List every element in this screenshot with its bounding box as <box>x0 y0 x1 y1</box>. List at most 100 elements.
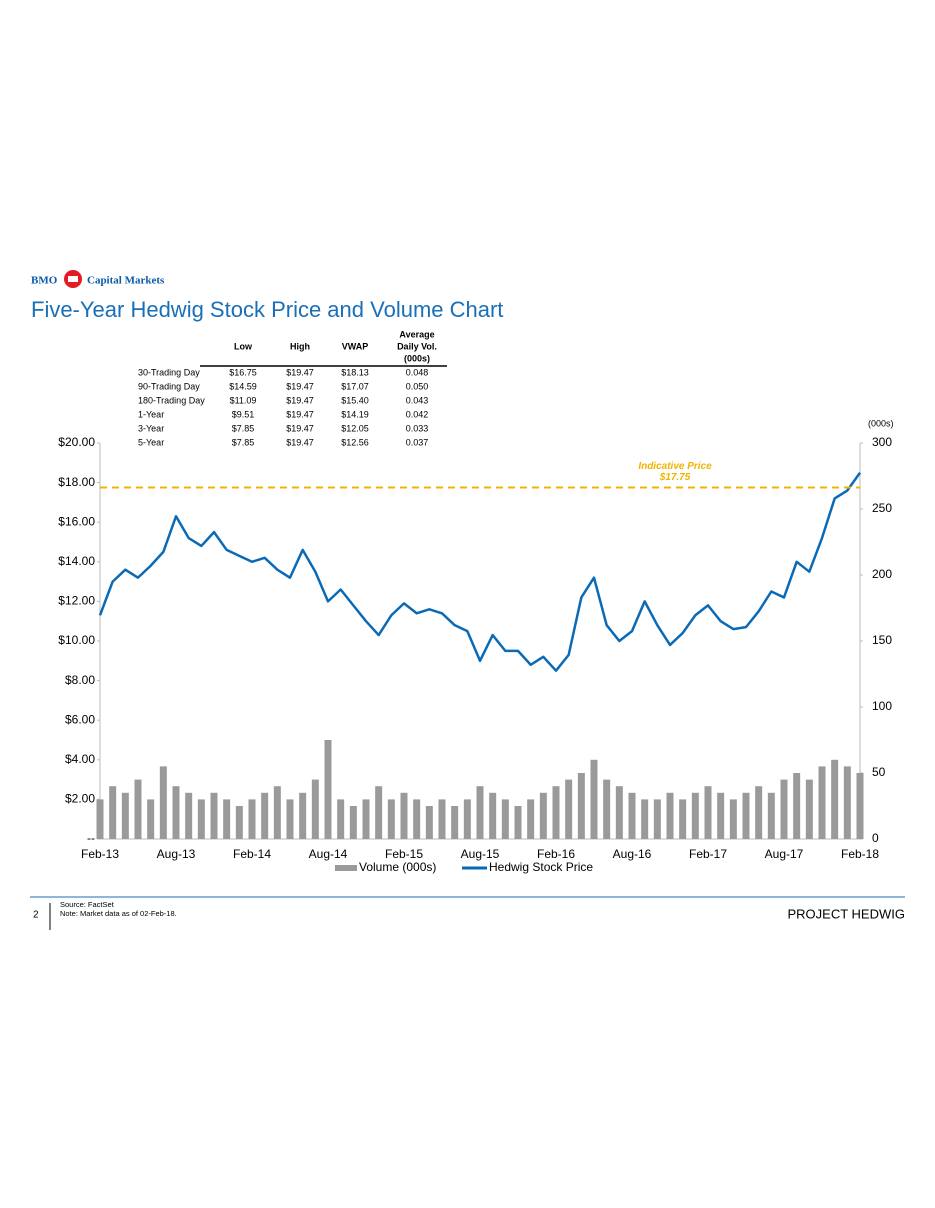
reference-value: $17.75 <box>659 472 691 483</box>
volume-bar <box>185 792 193 839</box>
volume-bar <box>552 786 560 839</box>
cell: $19.47 <box>286 367 314 377</box>
y-tick-label: $18.00 <box>58 475 95 489</box>
y2-tick-label: 0 <box>872 831 879 845</box>
volume-bar <box>679 799 687 839</box>
cell: $19.47 <box>286 409 314 419</box>
volume-bar <box>223 799 231 839</box>
volume-bar <box>577 773 585 839</box>
column-header: Average <box>399 329 434 339</box>
cell: $11.09 <box>230 395 257 405</box>
volume-bar <box>856 773 864 839</box>
x-tick-label: Aug-16 <box>613 847 652 861</box>
x-tick-label: Feb-13 <box>81 847 119 861</box>
volume-bar <box>210 792 218 839</box>
row-label: 1-Year <box>138 409 164 419</box>
volume-bar <box>615 786 623 839</box>
volume-bar <box>261 792 269 839</box>
volume-bar <box>831 759 839 839</box>
column-header: High <box>290 341 310 351</box>
volume-bar <box>539 792 547 839</box>
volume-bar <box>362 799 370 839</box>
y-tick-label: $20.00 <box>58 435 95 449</box>
volume-bar <box>375 786 383 839</box>
cell: $12.05 <box>341 423 369 433</box>
volume-bar <box>805 779 813 839</box>
cell: $19.47 <box>286 381 314 391</box>
volume-bar <box>704 786 712 839</box>
volume-bar <box>476 786 484 839</box>
volume-bar <box>235 806 243 839</box>
x-tick-label: Feb-18 <box>841 847 879 861</box>
volume-bar <box>818 766 826 839</box>
y-tick-label: $6.00 <box>65 712 95 726</box>
y2-tick-label: 250 <box>872 501 892 515</box>
y2-tick-label: 300 <box>872 435 892 449</box>
cell: 0.042 <box>406 409 429 419</box>
cell: $7.85 <box>232 423 255 433</box>
y-tick-label: $16.00 <box>58 514 95 528</box>
column-header: VWAP <box>342 341 369 351</box>
reference-label: Indicative Price <box>638 461 712 472</box>
volume-bar <box>311 779 319 839</box>
cell: $16.75 <box>229 367 257 377</box>
y-tick-label: $10.00 <box>58 633 95 647</box>
volume-bar <box>501 799 509 839</box>
volume-bar <box>843 766 851 839</box>
x-tick-label: Aug-14 <box>309 847 348 861</box>
cell: 0.043 <box>406 395 429 405</box>
volume-bar <box>691 792 699 839</box>
page-title: Five-Year Hedwig Stock Price and Volume … <box>31 297 503 322</box>
x-tick-label: Feb-17 <box>689 847 727 861</box>
volume-bar <box>121 792 129 839</box>
volume-bar <box>324 740 332 839</box>
volume-bar <box>742 792 750 839</box>
cell: $9.51 <box>232 409 255 419</box>
volume-bar <box>780 779 788 839</box>
volume-bar <box>565 779 573 839</box>
cell: 0.033 <box>406 423 429 433</box>
y2-axis-label: (000s) <box>868 418 894 428</box>
column-header: Daily Vol. <box>397 341 437 351</box>
row-label: 30-Trading Day <box>138 367 200 377</box>
x-tick-label: Aug-17 <box>765 847 804 861</box>
volume-bar <box>425 806 433 839</box>
y-tick-label: $8.00 <box>65 673 95 687</box>
volume-bar <box>463 799 471 839</box>
logo: BMO <box>31 275 58 287</box>
volume-bar <box>286 799 294 839</box>
volume-bar <box>527 799 535 839</box>
x-tick-label: Feb-15 <box>385 847 423 861</box>
note: Note: Market data as of 02-Feb-18. <box>60 909 177 918</box>
volume-bar <box>514 806 522 839</box>
x-tick-label: Aug-13 <box>157 847 196 861</box>
volume-bar <box>653 799 661 839</box>
volume-bar <box>641 799 649 839</box>
y2-tick-label: 200 <box>872 567 892 581</box>
volume-bar <box>96 799 104 839</box>
y2-tick-label: 100 <box>872 699 892 713</box>
row-label: 180-Trading Day <box>138 395 205 405</box>
volume-bar <box>159 766 167 839</box>
volume-bar <box>413 799 421 839</box>
volume-bar <box>755 786 763 839</box>
column-header: Low <box>234 341 253 351</box>
x-tick-label: Feb-16 <box>537 847 575 861</box>
y-tick-label: $4.00 <box>65 752 95 766</box>
volume-bar <box>109 786 117 839</box>
volume-bar <box>603 779 611 839</box>
volume-bar <box>628 792 636 839</box>
page-number: 2 <box>33 910 39 921</box>
volume-bar <box>438 799 446 839</box>
volume-bar <box>134 779 142 839</box>
cell: $12.56 <box>341 437 369 447</box>
volume-bar <box>400 792 408 839</box>
volume-bar <box>489 792 497 839</box>
cell: 0.037 <box>406 437 429 447</box>
volume-bar <box>451 806 459 839</box>
brand: Capital Markets <box>87 275 165 287</box>
volume-bar <box>590 759 598 839</box>
cell: $7.85 <box>232 437 255 447</box>
y-tick-label: $2.00 <box>65 792 95 806</box>
volume-bar <box>147 799 155 839</box>
